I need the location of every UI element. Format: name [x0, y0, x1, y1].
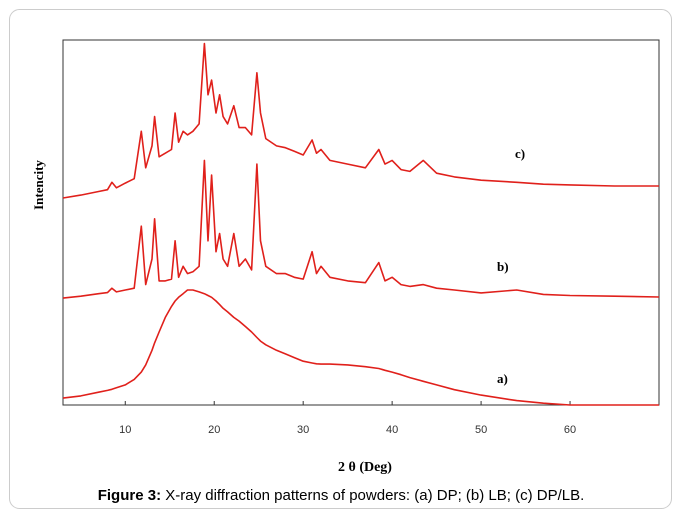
y-axis-label: Intencity — [31, 160, 46, 210]
series-label: b) — [497, 259, 509, 274]
x-tick-label: 50 — [475, 424, 487, 436]
series-line — [62, 159, 660, 299]
series-label: a) — [497, 371, 508, 386]
caption-label: Figure 3: — [98, 487, 161, 504]
caption: Figure 3: X-ray diffraction patterns of … — [98, 487, 585, 504]
plot-area — [62, 39, 660, 406]
x-axis-label: 2 θ (Deg) — [338, 460, 392, 475]
x-tick-label: 20 — [208, 424, 220, 436]
x-tick-label: 10 — [119, 424, 131, 436]
x-tick-label: 30 — [297, 424, 309, 436]
caption-text: X-ray diffraction patterns of powders: (… — [165, 487, 584, 504]
x-tick-label: 40 — [386, 424, 398, 436]
series-line — [62, 42, 659, 199]
frame — [9, 9, 672, 509]
series-label: c) — [515, 146, 525, 161]
x-tick-label: 60 — [564, 424, 576, 436]
series-line — [62, 289, 659, 406]
